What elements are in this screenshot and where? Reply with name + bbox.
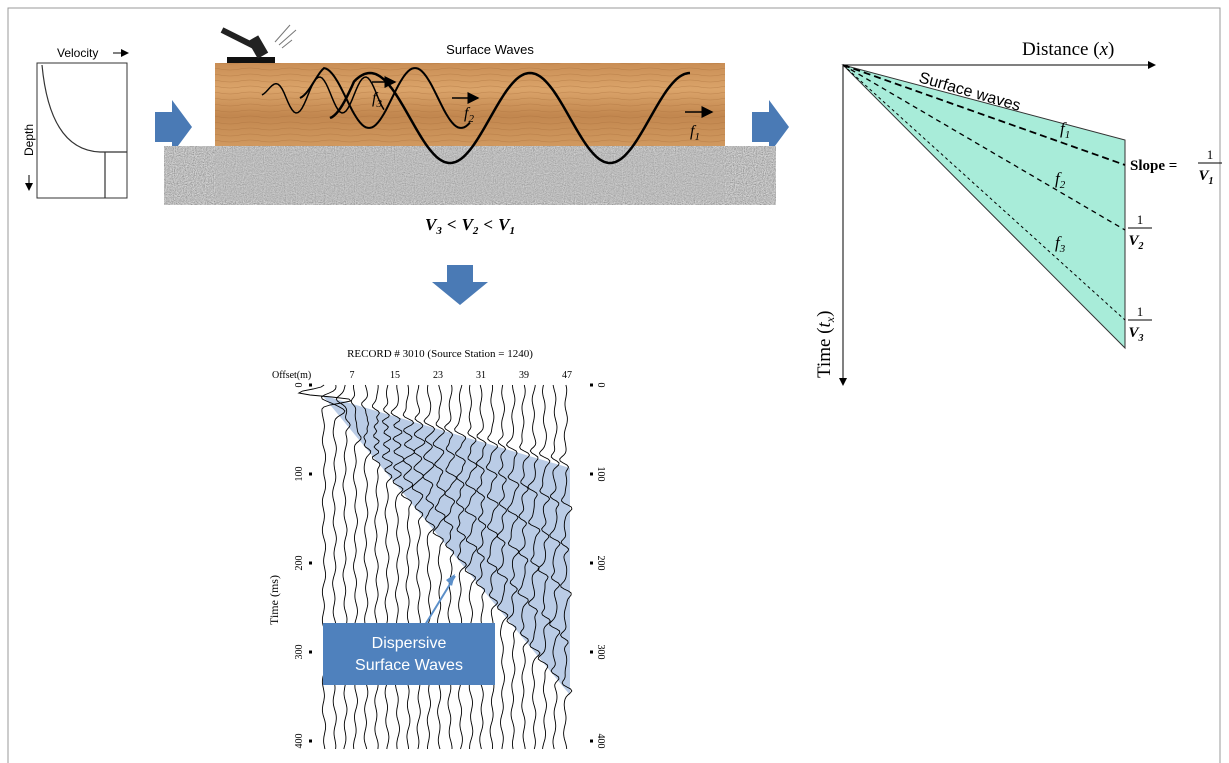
- flow-arrow: [432, 265, 488, 305]
- panel-title: Surface Waves: [446, 42, 534, 57]
- velocity-label: Velocity: [57, 46, 98, 60]
- callout-box: [323, 623, 495, 685]
- trace: [336, 385, 350, 749]
- time-tick-label: 200: [595, 556, 606, 571]
- offset-tick-label: 47: [562, 370, 572, 381]
- surface-wave-zone: [843, 65, 1125, 348]
- subscript: 3: [375, 98, 382, 110]
- tick: [590, 384, 593, 387]
- flow-arrow: [752, 100, 789, 154]
- subscript: 3: [1059, 243, 1066, 255]
- subscript: 1: [1065, 129, 1071, 141]
- line-label: f1: [1060, 119, 1070, 141]
- subscript: 3: [435, 225, 442, 237]
- wood-grain: [215, 63, 725, 151]
- tick: [309, 473, 312, 476]
- record-title: RECORD # 3010 (Source Station = 1240): [347, 348, 533, 360]
- y-axis-label: Time (tx): [814, 311, 837, 378]
- time-tick-label: 100: [294, 467, 305, 482]
- trace: [299, 385, 351, 749]
- offset-tick-label: 15: [390, 370, 400, 381]
- offset-tick-label: 31: [476, 370, 486, 381]
- offset-tick-label: 7: [350, 370, 355, 381]
- tick: [590, 473, 593, 476]
- x-axis-label: Distance (x): [1022, 39, 1114, 60]
- callout-text: Dispersive: [372, 635, 447, 652]
- numerator: 1: [1207, 147, 1214, 162]
- denominator: V3: [1128, 325, 1143, 344]
- time-tick-label: 0: [294, 383, 305, 388]
- text: ): [1108, 39, 1114, 60]
- callout-text: Surface Waves: [355, 657, 463, 674]
- tick: [309, 651, 312, 654]
- hammer: [222, 25, 296, 63]
- seismic-record: RECORD # 3010 (Source Station = 1240) Of…: [267, 348, 606, 749]
- denominator: V2: [1128, 233, 1143, 252]
- numerator: 1: [1137, 304, 1144, 319]
- subscript: 3: [1138, 333, 1144, 344]
- panel-box: [37, 63, 127, 198]
- offset-tick-label: 39: [519, 370, 529, 381]
- text: Distance (: [1022, 39, 1100, 60]
- tick: [590, 740, 593, 743]
- numerator: 1: [1137, 212, 1144, 227]
- subscript: 2: [468, 113, 474, 125]
- velocity-relation: V3<V2<V1: [425, 215, 515, 237]
- bedrock-tint: [215, 151, 725, 200]
- tick: [309, 384, 312, 387]
- denominator: V1: [1198, 168, 1213, 187]
- operator: <: [447, 215, 457, 234]
- diagram: Velocity Depth Surface Waves f3 f2 f1 V3…: [0, 0, 1229, 763]
- time-tick-label: 400: [595, 734, 606, 749]
- operator: <: [483, 215, 493, 234]
- velocity-panel: Velocity Depth: [22, 46, 128, 198]
- offset-tick-label: 23: [433, 370, 443, 381]
- tick: [309, 740, 312, 743]
- subscript: 2: [472, 225, 479, 237]
- text: Time (: [814, 327, 835, 378]
- offset-label: Offset(m): [272, 370, 311, 381]
- time-tick-label: 300: [294, 645, 305, 660]
- subscript: 1: [1209, 176, 1214, 187]
- subscript: 1: [509, 225, 515, 237]
- flow-arrow: [155, 100, 192, 154]
- travel-time-panel: Distance (x) Time (tx) Surface waves f1 …: [814, 39, 1222, 385]
- subscript: 2: [1060, 179, 1066, 191]
- tick: [309, 562, 312, 565]
- time-tick-label: 400: [294, 734, 305, 749]
- time-label: Time (ms): [267, 575, 281, 625]
- time-tick-label: 0: [595, 383, 606, 388]
- trace: [322, 385, 345, 749]
- subscript: 2: [1138, 241, 1144, 252]
- time-tick-label: 300: [595, 645, 606, 660]
- slope-label: Slope =: [1130, 158, 1177, 174]
- text: ): [814, 311, 835, 317]
- wave-panel: Surface Waves f3 f2 f1 V3<V2<V1: [215, 25, 725, 237]
- tick: [590, 562, 593, 565]
- time-tick-label: 200: [294, 556, 305, 571]
- depth-label: Depth: [22, 124, 36, 156]
- subscript: 1: [694, 131, 700, 143]
- time-tick-label: 100: [595, 467, 606, 482]
- tick: [590, 651, 593, 654]
